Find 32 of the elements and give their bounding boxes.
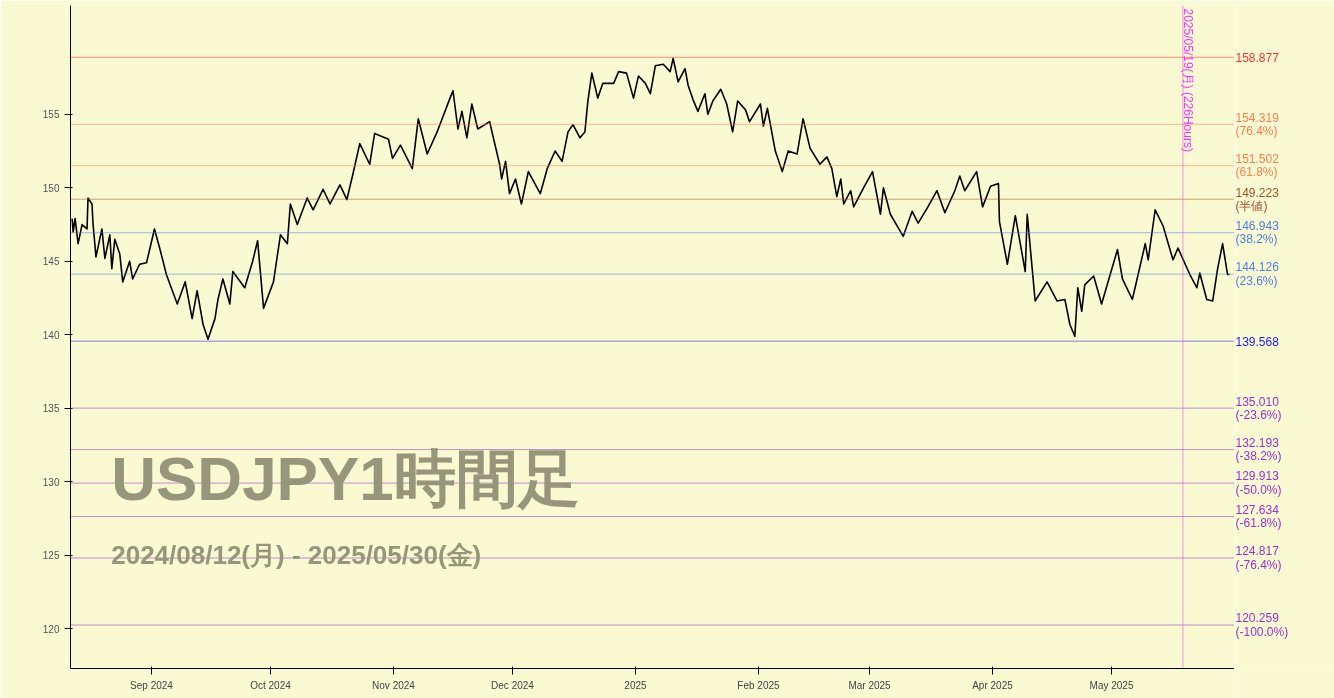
ref-line-label: 151.502 (61.8%)	[1235, 152, 1280, 180]
y-tick-label: 155	[42, 109, 60, 121]
x-tick-label: Mar 2025	[848, 679, 892, 691]
y-tick-label: 130	[42, 476, 60, 488]
ref-line-label: 129.913 (-50.0%)	[1235, 469, 1282, 497]
ref-line-label: 146.943 (38.2%)	[1235, 219, 1280, 247]
x-tick-label: Apr 2025	[972, 679, 1014, 691]
y-tick-label: 135	[42, 403, 60, 415]
y-tick-label: 120	[42, 623, 60, 635]
ref-line-label: 135.010 (-23.6%)	[1235, 394, 1282, 422]
x-tick-label: Sep 2024	[130, 679, 174, 691]
ref-line-label: 127.634 (-61.8%)	[1235, 502, 1282, 531]
ref-line-label: 132.193 (-38.2%)	[1235, 435, 1282, 464]
y-tick-label: 145	[42, 256, 60, 268]
y-tick-label: 140	[42, 329, 60, 341]
x-tick-label: Dec 2024	[491, 679, 535, 691]
ref-line-label: 149.223 (半値)	[1235, 185, 1280, 213]
ref-line-label: 120.259 (-100.0%)	[1235, 611, 1289, 639]
x-tick-label: Nov 2024	[372, 679, 416, 691]
y-tick-label: 125	[42, 550, 60, 562]
ref-line-label: 2025/05/19(月) (226Hours)	[1180, 8, 1195, 152]
ref-line-label: 139.568	[1235, 334, 1280, 349]
x-tick-label: May 2025	[1089, 679, 1134, 691]
y-tick-label: 150	[42, 182, 60, 194]
ref-line-label: 124.817 (-76.4%)	[1235, 544, 1282, 572]
ref-line-label: 144.126 (23.6%)	[1235, 260, 1280, 288]
ref-line-label: 154.319 (76.4%)	[1235, 110, 1280, 138]
text: 2024/08/12(月) - 2025/05/30(金)	[111, 540, 482, 571]
x-tick-label: Oct 2024	[250, 679, 292, 691]
x-tick-label: Feb 2025	[737, 679, 781, 691]
ref-line-label: 158.877	[1235, 50, 1280, 65]
x-tick-label: 2025	[624, 679, 648, 691]
